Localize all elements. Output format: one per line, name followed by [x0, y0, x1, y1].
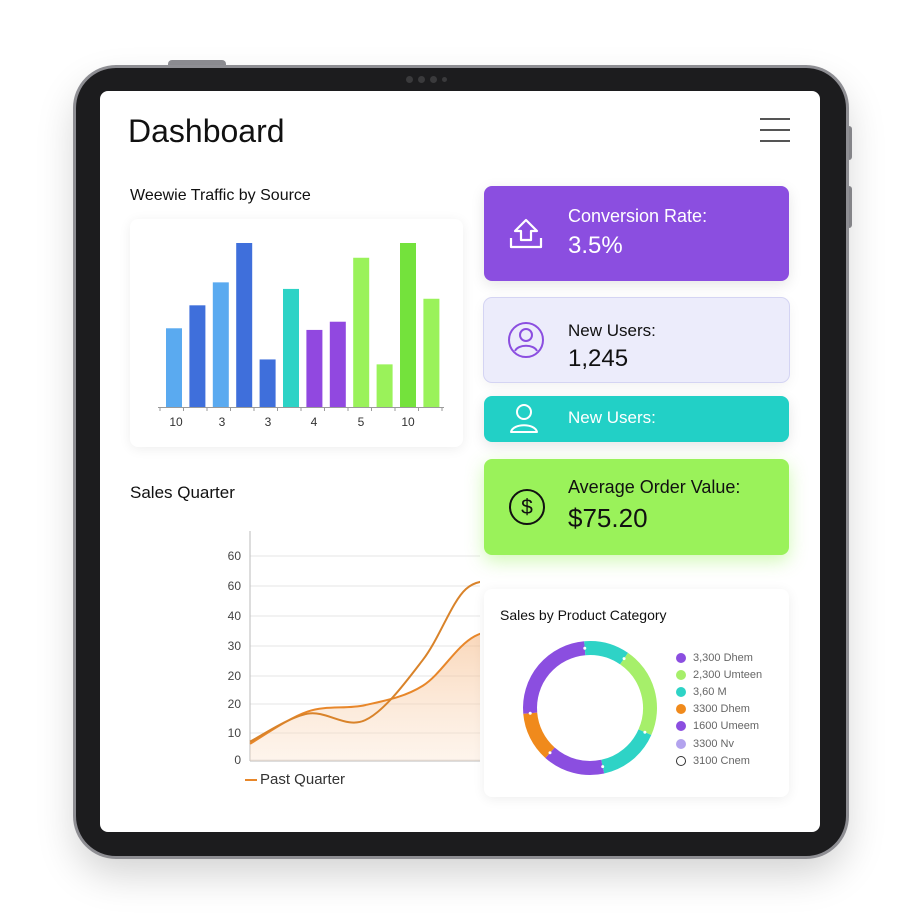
legend-item: 3300 Dhem: [676, 701, 762, 718]
sales-quarter-y-tick-label: 0: [234, 753, 241, 767]
donut-segment: [619, 652, 657, 736]
traffic-bar: [212, 282, 229, 407]
traffic-x-tick-label: 10: [169, 415, 183, 429]
sales-quarter-legend: Past Quarter: [245, 771, 345, 788]
legend-item-label: 1600 Umeem: [693, 720, 760, 733]
legend-dot: [676, 721, 686, 732]
page-title: Dashboard: [128, 113, 285, 149]
traffic-bar: [376, 364, 393, 407]
traffic-bar: [400, 243, 416, 407]
new-users-secondary-card[interactable]: New Users:: [484, 396, 789, 442]
average-order-value-value: $75.20: [568, 503, 648, 533]
donut-gap: [643, 730, 647, 734]
sales-quarter-y-tick-label: 60: [228, 549, 242, 563]
legend-item-label: 3300 Dhem: [693, 703, 750, 716]
product-category-title: Sales by Product Category: [500, 607, 667, 623]
dollar-circle-icon: $: [509, 489, 545, 525]
legend-item-label: 3,60 M: [693, 685, 727, 698]
product-category-legend: 3,300 Dhem 2,300 Umteen 3,60 M 3300 Dhem…: [676, 649, 762, 769]
conversion-rate-value: 3.5%: [568, 232, 623, 259]
traffic-bar-chart: 10 3 3 4 5 10: [158, 243, 444, 429]
sales-quarter-area: [250, 633, 480, 761]
legend-item: 1600 Umeem: [676, 718, 762, 735]
legend-item: 2,300 Umteen: [676, 666, 762, 683]
legend-item: 3,300 Dhem: [676, 649, 762, 666]
donut-gap: [601, 765, 605, 769]
sales-quarter-y-tick-label: 10: [228, 726, 242, 740]
donut-gap: [622, 657, 626, 661]
legend-dot: [676, 652, 686, 663]
traffic-bar: [329, 321, 346, 407]
traffic-bar: [236, 243, 253, 407]
dashboard-screen: Dashboard Weewie Traffic by Source 10 3 3 4…: [100, 91, 820, 832]
tablet-top-button: [168, 60, 226, 68]
tablet-volume-down-button: [846, 186, 852, 228]
product-category-donut-chart: [523, 641, 657, 775]
legend-dot: [676, 669, 686, 680]
traffic-bar: [166, 328, 182, 407]
legend-dot: [676, 738, 686, 749]
legend-item: 3300 Nv: [676, 735, 762, 752]
upload-arrow-icon: [509, 218, 543, 249]
donut-gap: [583, 646, 587, 650]
user-circle-icon: [508, 322, 544, 358]
legend-item-label: 3,300 Dhem: [693, 651, 753, 664]
sales-quarter-series-line: [249, 632, 480, 745]
legend-dot: [676, 704, 686, 715]
legend-dot: [676, 755, 686, 766]
conversion-rate-label: Conversion Rate:: [568, 206, 708, 226]
sales-quarter-y-tick-label: 60: [228, 579, 242, 593]
sales-quarter-line-chart: 60 60 40 30 20 20 10 0: [228, 531, 480, 767]
legend-label: Past Quarter: [260, 771, 346, 788]
traffic-bar: [423, 298, 440, 407]
average-order-value-label: Average Order Value:: [568, 477, 741, 497]
legend-item-label: 3100 Cnem: [693, 754, 750, 767]
svg-text:$: $: [521, 496, 533, 519]
sales-quarter-title: Sales Quarter: [130, 483, 235, 502]
new-users-value: 1,245: [568, 345, 629, 372]
traffic-x-tick-label: 3: [219, 415, 226, 429]
legend-dot: [676, 686, 686, 697]
traffic-bar: [283, 288, 299, 407]
hamburger-menu-icon[interactable]: [760, 118, 790, 142]
traffic-x-tick-label: 10: [401, 415, 415, 429]
legend-item-label: 2,300 Umteen: [693, 668, 763, 681]
new-users-secondary-label: New Users:: [568, 408, 656, 427]
traffic-x-tick-label: 3: [265, 415, 272, 429]
sales-quarter-y-tick-label: 20: [228, 697, 242, 711]
traffic-x-tick-label: 4: [311, 415, 318, 429]
traffic-bar: [189, 305, 206, 407]
donut-gap: [548, 751, 552, 755]
traffic-bar: [259, 359, 276, 407]
user-icon: [510, 404, 538, 433]
sales-quarter-y-tick-label: 40: [228, 609, 242, 623]
sales-quarter-series-line-2: [249, 581, 480, 743]
traffic-bar: [306, 329, 323, 407]
traffic-bar: [353, 257, 370, 407]
legend-item-label: 3300 Nv: [693, 737, 734, 750]
camera-sensors: [406, 76, 447, 83]
donut-gap: [528, 711, 532, 715]
tablet-volume-up-button: [846, 126, 852, 160]
legend-item: 3100 Cnem: [676, 752, 762, 769]
traffic-chart-title: Weewie Traffic by Source: [130, 187, 311, 204]
new-users-card[interactable]: New Users: 1,245: [484, 298, 789, 382]
traffic-chart-card: 10 3 3 4 5 10: [130, 219, 463, 447]
donut-segment: [545, 747, 605, 775]
donut-segment: [584, 641, 629, 665]
sales-quarter-y-tick-label: 20: [228, 669, 242, 683]
donut-segment: [523, 712, 555, 758]
legend-item: 3,60 M: [676, 683, 762, 700]
donut-segment: [523, 641, 586, 714]
sales-quarter-y-tick-label: 30: [228, 639, 242, 653]
conversion-rate-card[interactable]: Conversion Rate: 3.5%: [484, 186, 789, 281]
average-order-value-card[interactable]: $ Average Order Value: $75.20: [484, 459, 789, 555]
traffic-x-tick-label: 5: [358, 415, 365, 429]
new-users-label: New Users:: [568, 321, 656, 340]
donut-segment: [600, 729, 652, 774]
legend-swatch: [245, 778, 257, 781]
